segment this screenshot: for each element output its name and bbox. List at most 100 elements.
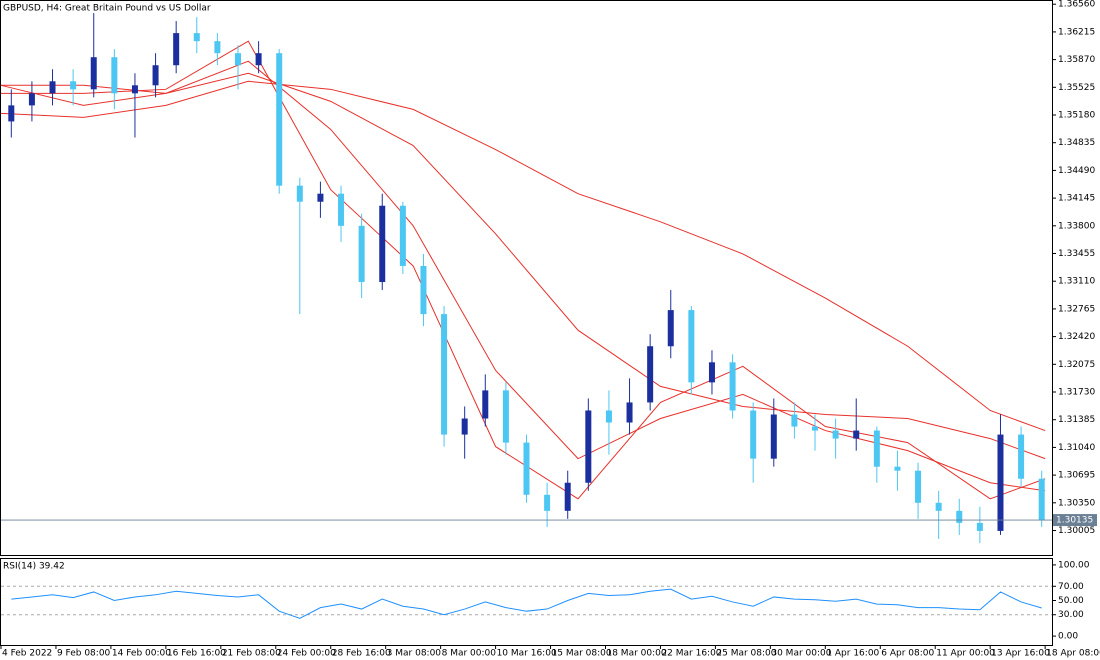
rsi-frame bbox=[0, 558, 1053, 646]
candle-body bbox=[8, 105, 15, 122]
candle-body bbox=[193, 33, 200, 42]
y-tick-label: 30.00 bbox=[1058, 610, 1084, 620]
rsi-line bbox=[11, 588, 1042, 619]
candle-body bbox=[976, 522, 983, 531]
x-tick-label: 8 Mar 00:00 bbox=[442, 649, 497, 659]
candle-body bbox=[317, 193, 324, 202]
candle-body bbox=[544, 494, 551, 511]
y-tick-label: 100.00 bbox=[1058, 560, 1090, 570]
current-price-label: 1.30135 bbox=[1056, 516, 1093, 526]
candle-body bbox=[399, 205, 406, 266]
y-tick-label: 1.33800 bbox=[1058, 221, 1095, 231]
y-tick-label: 1.32420 bbox=[1058, 332, 1095, 342]
candle-body bbox=[482, 390, 489, 419]
x-tick-label: 15 Mar 08:00 bbox=[552, 649, 612, 659]
x-tick-label: 16 Feb 16:00 bbox=[167, 649, 226, 659]
candle-body bbox=[338, 193, 345, 226]
y-tick-label: 1.36560 bbox=[1058, 0, 1095, 10]
y-tick-label: 1.33110 bbox=[1058, 277, 1095, 287]
candle-body bbox=[812, 426, 819, 431]
y-tick-label: 50.00 bbox=[1058, 596, 1084, 606]
candle-body bbox=[688, 310, 695, 383]
y-tick-label: 1.33455 bbox=[1058, 249, 1095, 259]
candle-body bbox=[832, 430, 839, 439]
candle-body bbox=[131, 85, 138, 94]
candle-body bbox=[49, 81, 56, 94]
current-price-box bbox=[1053, 514, 1097, 527]
candle-body bbox=[358, 225, 365, 283]
moving-average bbox=[0, 80, 1046, 432]
candle-body bbox=[626, 402, 633, 423]
candle-body bbox=[379, 205, 386, 283]
candle-body bbox=[173, 33, 180, 66]
x-tick-label: 4 Feb 2022 bbox=[2, 649, 52, 659]
x-tick-label: 21 Feb 08:00 bbox=[222, 649, 281, 659]
candle-body bbox=[729, 362, 736, 411]
y-tick-label: 1.31040 bbox=[1058, 443, 1095, 453]
x-tick-label: 9 Feb 08:00 bbox=[57, 649, 111, 659]
candle-body bbox=[420, 265, 427, 315]
candle-body bbox=[853, 430, 860, 439]
x-tick-label: 28 Feb 16:00 bbox=[332, 649, 391, 659]
x-tick-label: 24 Feb 00:00 bbox=[277, 649, 336, 659]
main-frame bbox=[0, 0, 1053, 556]
candle-body bbox=[956, 510, 963, 523]
y-tick-label: 1.31385 bbox=[1058, 415, 1095, 425]
x-tick-label: 25 Mar 08:00 bbox=[716, 649, 776, 659]
x-tick-label: 13 Apr 16:00 bbox=[991, 649, 1050, 659]
candle-body bbox=[667, 310, 674, 347]
candle-body bbox=[708, 362, 715, 383]
candle-body bbox=[894, 466, 901, 471]
candle-body bbox=[523, 442, 530, 495]
x-tick-label: 3 Mar 08:00 bbox=[387, 649, 442, 659]
y-tick-label: 1.30695 bbox=[1058, 471, 1095, 481]
candle-body bbox=[296, 185, 303, 202]
candle-body bbox=[1038, 478, 1045, 521]
y-tick-label: 1.35525 bbox=[1058, 83, 1095, 93]
x-tick-label: 11 Apr 00:00 bbox=[936, 649, 995, 659]
moving-average bbox=[1, 40, 1046, 500]
y-tick-label: 1.35870 bbox=[1058, 55, 1095, 65]
y-tick-label: 1.36215 bbox=[1058, 27, 1095, 37]
candle-body bbox=[750, 410, 757, 459]
y-tick-label: 1.30350 bbox=[1058, 498, 1095, 508]
candle-body bbox=[90, 57, 97, 90]
moving-average bbox=[1, 72, 1046, 460]
x-tick-label: 30 Mar 00:00 bbox=[771, 649, 831, 659]
x-tick-label: 18 Mar 00:00 bbox=[606, 649, 666, 659]
x-tick-label: 18 Apr 08:00 bbox=[1046, 649, 1100, 659]
x-tick-label: 14 Feb 00:00 bbox=[112, 649, 171, 659]
y-tick-label: 1.32075 bbox=[1058, 360, 1095, 370]
candle-body bbox=[873, 430, 880, 467]
y-tick-label: 1.32765 bbox=[1058, 304, 1095, 314]
x-tick-label: 1 Apr 16:00 bbox=[826, 649, 879, 659]
candle-body bbox=[585, 410, 592, 483]
y-tick-label: 1.30005 bbox=[1058, 526, 1095, 536]
rsi-title: RSI(14) 39.42 bbox=[3, 562, 65, 572]
candle-body bbox=[915, 470, 922, 503]
candle-body bbox=[28, 93, 35, 106]
candle-body bbox=[461, 418, 468, 435]
candle-body bbox=[605, 410, 612, 423]
y-tick-label: 0.00 bbox=[1058, 632, 1078, 642]
candle-body bbox=[276, 53, 283, 186]
candle-body bbox=[935, 502, 942, 511]
x-tick-label: 6 Apr 08:00 bbox=[881, 649, 934, 659]
candle-body bbox=[255, 53, 262, 66]
candle-body bbox=[647, 346, 654, 403]
chart-title: GBPUSD, H4: Great Britain Pound vs US Do… bbox=[3, 4, 211, 14]
candle-body bbox=[441, 314, 448, 435]
candle-body bbox=[997, 434, 1004, 531]
y-tick-label: 70.00 bbox=[1058, 582, 1084, 592]
y-tick-label: 1.31730 bbox=[1058, 388, 1095, 398]
y-tick-label: 1.34145 bbox=[1058, 194, 1095, 204]
candle-body bbox=[1018, 434, 1025, 479]
y-tick-label: 1.35180 bbox=[1058, 111, 1095, 121]
y-tick-label: 1.34490 bbox=[1058, 166, 1095, 176]
y-tick-label: 1.34835 bbox=[1058, 138, 1095, 148]
candle-body bbox=[214, 41, 221, 54]
candle-body bbox=[791, 414, 798, 427]
candle-body bbox=[152, 65, 159, 86]
candle-body bbox=[70, 81, 77, 90]
